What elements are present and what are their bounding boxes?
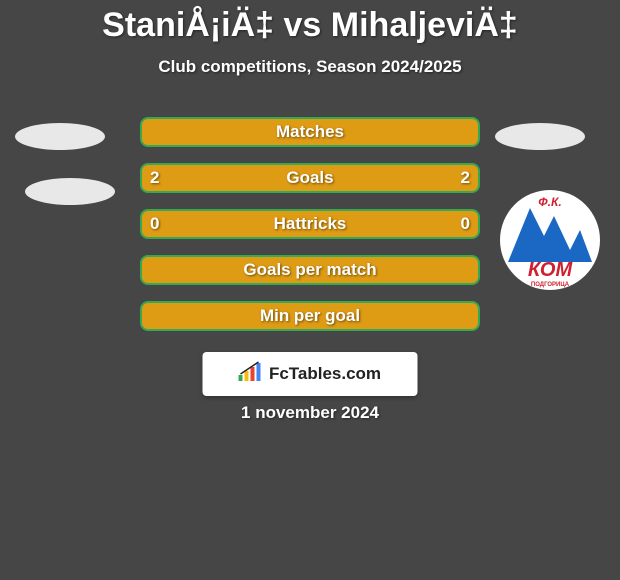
stat-row: Min per goal bbox=[0, 301, 620, 335]
stat-value-left: 2 bbox=[150, 163, 159, 193]
page-title: StaniÅ¡iÄ‡ vs MihaljeviÄ‡ bbox=[0, 0, 620, 45]
stat-row: Hattricks 0 0 bbox=[0, 209, 620, 243]
stat-bar: Min per goal bbox=[140, 301, 480, 331]
stat-value-right: 0 bbox=[461, 209, 470, 239]
stat-bar: Hattricks bbox=[140, 209, 480, 239]
logo-chart-icon bbox=[239, 361, 265, 388]
stat-label: Min per goal bbox=[260, 306, 360, 326]
stat-label: Matches bbox=[276, 122, 344, 142]
stat-bar: Goals per match bbox=[140, 255, 480, 285]
stat-label: Hattricks bbox=[274, 214, 347, 234]
stat-row: Goals per match bbox=[0, 255, 620, 289]
logo-text: FcTables.com bbox=[269, 364, 381, 384]
stat-bar: Goals bbox=[140, 163, 480, 193]
stat-bar: Matches bbox=[140, 117, 480, 147]
stat-value-right: 2 bbox=[461, 163, 470, 193]
stat-label: Goals bbox=[286, 168, 333, 188]
stat-row: Goals 2 2 bbox=[0, 163, 620, 197]
stat-value-left: 0 bbox=[150, 209, 159, 239]
page-subtitle: Club competitions, Season 2024/2025 bbox=[0, 57, 620, 77]
stat-rows: Matches Goals 2 2 Hattricks 0 0 Goals pe… bbox=[0, 117, 620, 335]
footer-date: 1 november 2024 bbox=[0, 403, 620, 423]
source-logo: FcTables.com bbox=[203, 352, 418, 396]
stat-label: Goals per match bbox=[243, 260, 376, 280]
stat-row: Matches bbox=[0, 117, 620, 151]
svg-text:Ф.К.: Ф.К. bbox=[538, 195, 561, 209]
